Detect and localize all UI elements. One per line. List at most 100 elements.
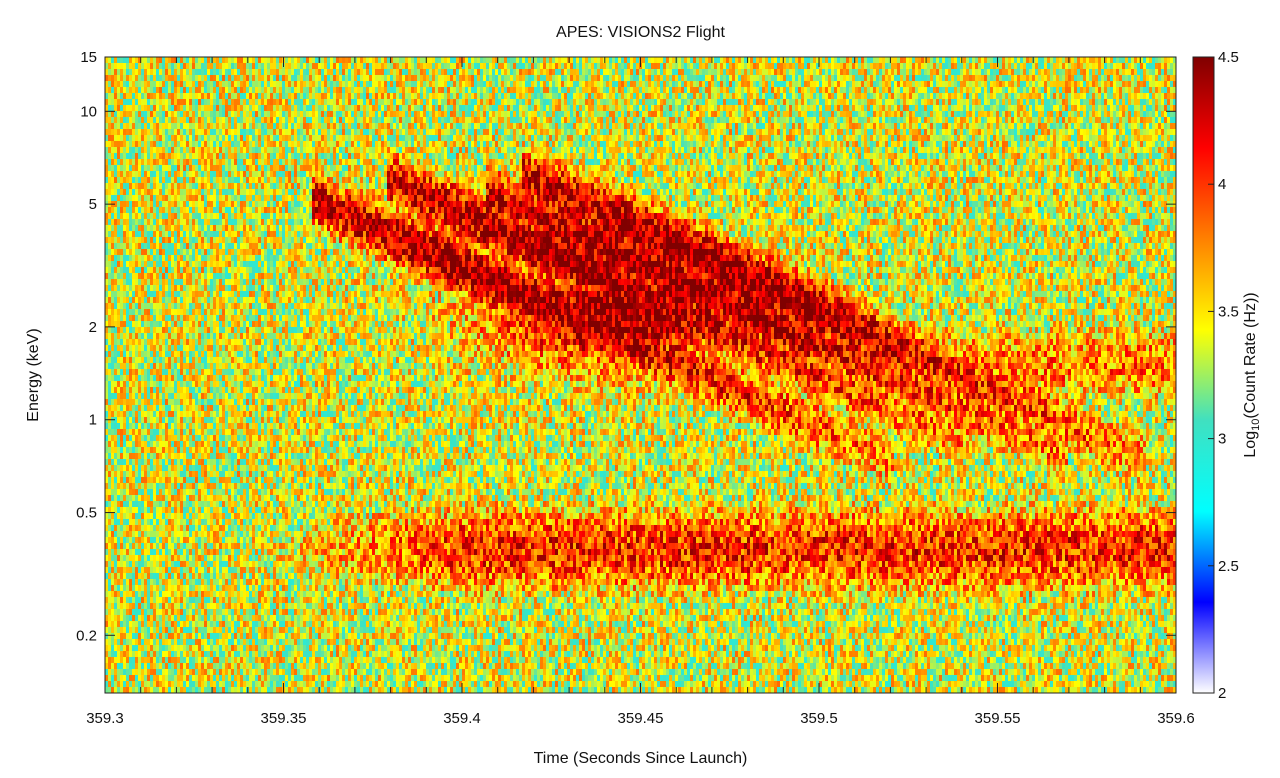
heat-cell [111,153,115,160]
heat-cell [192,339,196,346]
heat-cell [147,111,151,118]
heat-cell [108,525,112,532]
heat-cell [204,201,208,208]
heat-cell [159,429,163,436]
heat-cell [150,429,154,436]
heat-cell [114,663,118,670]
heat-cell [165,663,169,670]
heat-cell [135,669,139,676]
heat-cell [234,519,238,526]
heat-cell [126,633,130,640]
heat-cell [192,423,196,430]
heat-cell [228,375,232,382]
heat-cell [204,501,208,508]
heat-cell [231,633,235,640]
heat-cell [180,195,184,202]
heat-cell [156,375,160,382]
heat-cell [222,303,226,310]
heat-cell [105,231,109,238]
heat-cell [219,147,223,154]
heat-cell [117,159,121,166]
heat-cell [171,675,175,682]
heat-cell [150,597,154,604]
heat-cell [210,387,214,394]
heat-cell [141,609,145,616]
heat-cell [135,375,139,382]
heat-cell [105,147,109,154]
heat-cell [150,393,154,400]
heat-cell [201,165,205,172]
heat-cell [186,441,190,448]
heat-cell [243,471,247,478]
heat-cell [123,453,127,460]
heat-cell [156,417,160,424]
heat-cell [111,687,115,694]
heat-cell [171,327,175,334]
heat-cell [108,111,112,118]
heat-cell [192,333,196,340]
heat-cell [108,609,112,616]
heat-cell [117,453,121,460]
heat-cell [147,423,151,430]
heat-cell [219,75,223,82]
heat-cell [117,99,121,106]
heat-cell [198,345,202,352]
heat-cell [147,87,151,94]
heat-cell [171,363,175,370]
heat-cell [210,231,214,238]
heat-cell [123,495,127,502]
heat-cell [141,123,145,130]
heat-cell [147,543,151,550]
heat-cell [222,387,226,394]
heat-cell [201,651,205,658]
heat-cell [243,261,247,268]
heat-cell [129,57,133,64]
heat-cell [105,381,109,388]
heat-cell [180,399,184,406]
heat-cell [222,231,226,238]
heat-cell [111,219,115,226]
heat-cell [207,429,211,436]
heat-cell [192,195,196,202]
heat-cell [138,69,142,76]
heat-cell [153,663,157,670]
heat-cell [150,489,154,496]
heat-cell [237,477,241,484]
heat-cell [132,675,136,682]
heat-cell [174,429,178,436]
heat-cell [237,387,241,394]
heat-cell [144,411,148,418]
heat-cell [171,387,175,394]
heat-cell [174,273,178,280]
heat-cell [192,543,196,550]
heat-cell [216,501,220,508]
heat-cell [192,483,196,490]
heat-cell [123,159,127,166]
heat-cell [165,423,169,430]
heat-cell [216,615,220,622]
heat-cell [207,393,211,400]
heat-cell [243,165,247,172]
heat-cell [219,135,223,142]
heat-cell [231,411,235,418]
heat-cell [147,297,151,304]
heat-cell [207,537,211,544]
heat-cell [225,639,229,646]
heat-cell [237,447,241,454]
heat-cell [231,555,235,562]
heat-cell [243,213,247,220]
heat-cell [165,309,169,316]
heat-cell [165,333,169,340]
heat-cell [114,369,118,376]
heat-cell [180,315,184,322]
heat-cell [156,573,160,580]
heat-cell [171,357,175,364]
heat-cell [237,105,241,112]
heat-cell [207,675,211,682]
heat-cell [180,411,184,418]
heat-cell [114,669,118,676]
heat-cell [234,321,238,328]
heat-cell [120,177,124,184]
heat-cell [216,225,220,232]
heat-cell [177,615,181,622]
